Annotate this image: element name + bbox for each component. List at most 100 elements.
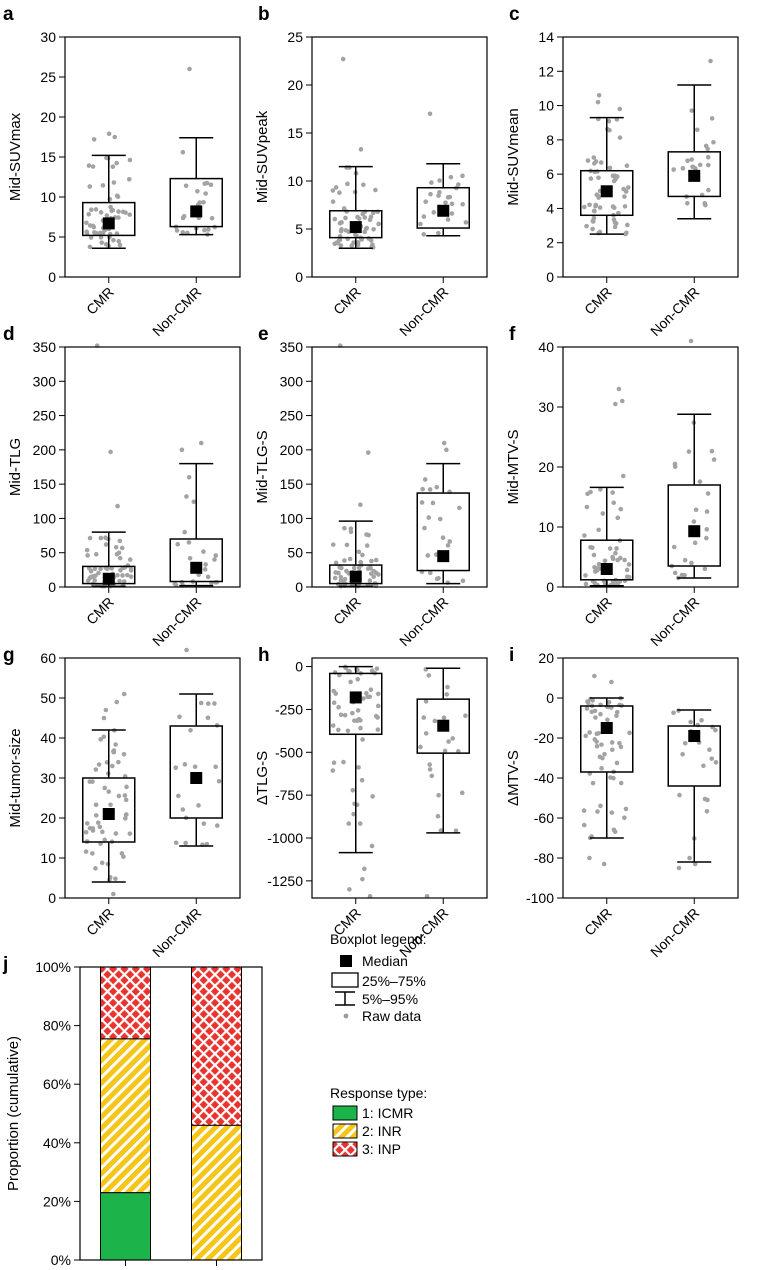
raw-data-point [427, 111, 433, 117]
raw-data-point [595, 99, 601, 105]
plot-frame [79, 966, 263, 1261]
raw-data-point [110, 164, 116, 170]
raw-data-point [330, 199, 336, 204]
raw-data-point [596, 561, 602, 567]
raw-data-point [581, 808, 587, 813]
raw-data-point [88, 568, 94, 574]
raw-data-point [375, 703, 381, 709]
raw-data-point [88, 235, 94, 240]
panel-j: j0%20%40%60%80%100%CMRNon-CMRProportion … [2, 954, 263, 1270]
raw-data-point [610, 204, 616, 209]
raw-data-point [331, 700, 337, 706]
raw-data-point [593, 159, 599, 164]
x-tick-label: CMR [83, 905, 117, 939]
iqr-box [169, 725, 223, 819]
legend-iqr-box [331, 972, 359, 988]
plot-frame [562, 346, 739, 588]
raw-data-point [692, 540, 698, 546]
median-marker [349, 221, 362, 234]
raw-data-point [423, 699, 429, 704]
median-marker [688, 525, 701, 538]
raw-data-point [605, 717, 610, 723]
raw-data-point [623, 806, 629, 812]
iqr-box [580, 169, 634, 217]
raw-data-point [708, 58, 713, 64]
panel-c: c 0 2 4 6 8 10 12 14 CMR Non-CMR Mid-SUVmean [505, 4, 739, 339]
y-axis-title: Mid-SUVmax [7, 112, 24, 201]
raw-data-point [606, 700, 612, 705]
raw-data-point [341, 206, 347, 211]
raw-data-point [428, 570, 433, 576]
raw-data-point [705, 491, 711, 496]
iqr-box [667, 151, 721, 198]
raw-data-point [624, 230, 629, 236]
iqr-box [169, 538, 223, 583]
raw-data-point [120, 573, 125, 578]
raw-data-point [364, 532, 369, 537]
raw-data-point [346, 229, 351, 235]
raw-data-point [179, 447, 185, 453]
raw-data-point [585, 700, 591, 706]
raw-data-point [623, 189, 629, 194]
legend-inr-label: 2: INR [362, 1123, 402, 1139]
panel-b: b 0 5 10 15 20 25 CMR Non-CMR Mid-SUVpeak [254, 4, 488, 339]
median-marker [349, 691, 362, 704]
y-tick-label: -20 [534, 730, 554, 746]
raw-data-point [618, 780, 624, 786]
raw-data-point [92, 578, 97, 583]
raw-data-point [358, 502, 363, 508]
raw-data-point [336, 727, 341, 733]
raw-data-point [344, 568, 349, 574]
y-tick-label: -1000 [267, 830, 303, 846]
raw-data-point [420, 486, 425, 492]
raw-data-point [347, 556, 353, 562]
raw-data-point [618, 506, 624, 512]
raw-data-cmr [83, 691, 133, 897]
raw-data-point [115, 503, 120, 509]
raw-data-point [343, 215, 348, 221]
raw-data-point [440, 535, 446, 541]
raw-data-point [367, 694, 373, 700]
raw-data-point [592, 208, 597, 214]
raw-data-point [209, 216, 215, 221]
raw-data-point [581, 822, 587, 828]
raw-data-point [590, 226, 595, 232]
panel-letter-a: a [3, 4, 14, 25]
raw-data-point [357, 821, 363, 826]
raw-data-point [101, 715, 107, 721]
y-tick-label: 150 [33, 476, 57, 492]
raw-data-point [704, 535, 709, 541]
raw-data-point [588, 544, 593, 550]
raw-data-point [114, 160, 119, 166]
raw-data-point [358, 147, 364, 152]
median-marker [600, 563, 613, 575]
raw-data-point [330, 188, 336, 193]
y-tick-label: 40 [40, 730, 56, 746]
raw-data-point [183, 840, 188, 846]
raw-data-point [121, 579, 127, 584]
raw-data-point [182, 529, 187, 535]
plot-frame [64, 346, 241, 588]
raw-data-point [426, 673, 432, 678]
raw-data-point [449, 201, 455, 207]
raw-data-point [86, 163, 92, 168]
raw-data-point [344, 542, 350, 548]
raw-data-point [116, 550, 122, 556]
raw-data-point [693, 507, 699, 513]
raw-data-point [614, 174, 620, 179]
raw-data-point [360, 552, 365, 558]
median-marker [437, 550, 450, 563]
raw-data-point [689, 157, 694, 162]
bar-segment-1 [100, 1192, 151, 1261]
y-tick-label: 0 [48, 579, 56, 595]
raw-data-point [333, 560, 339, 566]
raw-data-point [98, 210, 104, 215]
median-marker [688, 730, 701, 742]
raw-data-point [109, 566, 114, 571]
raw-data-point [106, 789, 112, 794]
raw-data-point [93, 813, 99, 818]
x-tick-label: Non-CMR [647, 284, 702, 339]
y-tick-label: -40 [534, 770, 554, 786]
raw-data-point [105, 861, 111, 867]
raw-data-point [362, 215, 368, 220]
